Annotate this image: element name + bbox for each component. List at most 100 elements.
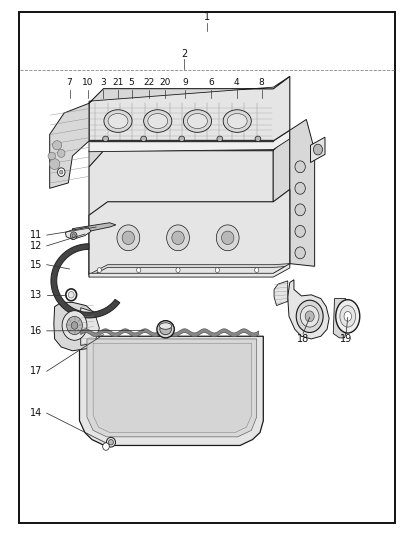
Ellipse shape [102,136,108,141]
Polygon shape [89,264,289,277]
Text: 21: 21 [112,78,123,87]
Text: 11: 11 [30,230,43,240]
Ellipse shape [223,110,251,132]
Polygon shape [310,137,324,162]
Polygon shape [89,76,289,103]
Text: 12: 12 [30,241,43,251]
Polygon shape [81,329,258,337]
Ellipse shape [157,321,174,338]
Polygon shape [54,302,97,351]
Ellipse shape [50,159,59,169]
Ellipse shape [227,114,247,129]
Ellipse shape [108,440,113,445]
Ellipse shape [71,322,78,329]
Ellipse shape [143,110,171,132]
Ellipse shape [57,150,65,158]
Ellipse shape [171,231,184,244]
Polygon shape [89,134,273,167]
Text: 5: 5 [128,78,134,87]
Ellipse shape [116,225,139,251]
Ellipse shape [294,204,305,216]
Polygon shape [289,119,314,266]
Ellipse shape [166,225,189,251]
Ellipse shape [335,300,359,333]
Ellipse shape [159,324,171,335]
Ellipse shape [294,182,305,194]
Ellipse shape [254,268,258,273]
Text: 20: 20 [159,78,170,87]
Ellipse shape [70,232,77,239]
Polygon shape [273,134,289,274]
Polygon shape [89,151,273,274]
Polygon shape [72,223,116,236]
Text: 18: 18 [296,334,309,344]
Ellipse shape [66,316,82,335]
Polygon shape [50,103,89,188]
Polygon shape [65,227,91,239]
Text: 4: 4 [233,78,239,87]
Polygon shape [87,339,256,437]
Polygon shape [79,336,263,445]
Ellipse shape [215,268,219,273]
Ellipse shape [294,247,305,259]
Text: 17: 17 [30,366,43,376]
Polygon shape [273,281,287,306]
Polygon shape [89,130,289,152]
Ellipse shape [104,110,132,132]
Ellipse shape [62,311,87,340]
Polygon shape [332,299,345,338]
Text: 10: 10 [82,78,94,87]
Ellipse shape [304,311,313,322]
Ellipse shape [136,268,140,273]
Ellipse shape [57,168,65,176]
Polygon shape [51,244,119,318]
Ellipse shape [343,312,351,321]
Ellipse shape [140,136,146,141]
Polygon shape [81,308,99,345]
Ellipse shape [254,136,260,141]
Ellipse shape [59,170,63,174]
Text: 6: 6 [208,78,214,87]
Ellipse shape [296,300,322,332]
Text: 2: 2 [180,49,187,59]
Ellipse shape [187,114,207,129]
Ellipse shape [106,437,115,447]
Ellipse shape [147,114,167,129]
Ellipse shape [294,161,305,173]
Ellipse shape [300,306,318,327]
Text: 16: 16 [30,326,43,336]
Text: 3: 3 [100,78,105,87]
Ellipse shape [68,292,74,298]
Ellipse shape [221,231,233,244]
Ellipse shape [48,152,55,160]
Ellipse shape [102,443,109,450]
Ellipse shape [176,268,180,273]
Text: 19: 19 [339,334,351,344]
Polygon shape [89,189,289,274]
Ellipse shape [183,110,211,132]
Text: 8: 8 [258,78,264,87]
Text: 22: 22 [143,78,154,87]
Ellipse shape [178,136,184,141]
Polygon shape [89,264,289,277]
Ellipse shape [108,114,128,129]
Text: 7: 7 [66,78,72,87]
Text: 1: 1 [204,12,209,22]
Ellipse shape [216,225,239,251]
Bar [90,140,273,141]
Ellipse shape [66,289,76,301]
Polygon shape [89,76,289,141]
Text: 13: 13 [30,290,43,300]
Ellipse shape [339,306,355,327]
Ellipse shape [159,323,171,329]
Polygon shape [93,343,251,433]
Text: 14: 14 [30,408,43,418]
Ellipse shape [72,233,75,237]
Text: 15: 15 [30,260,43,270]
Polygon shape [287,280,328,339]
Ellipse shape [122,231,134,244]
Ellipse shape [294,225,305,237]
Ellipse shape [216,136,222,141]
Ellipse shape [52,140,62,150]
Ellipse shape [97,268,101,273]
